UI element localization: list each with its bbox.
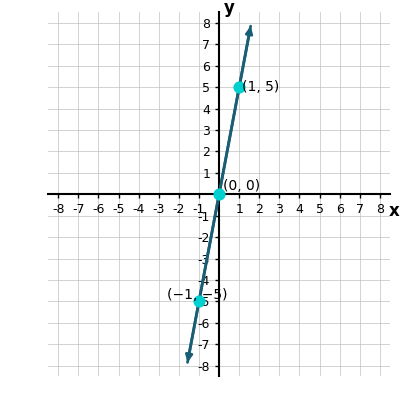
Point: [195, 298, 202, 305]
Text: y: y: [224, 0, 235, 17]
Text: (0, 0): (0, 0): [223, 179, 259, 193]
Text: (−1, −5): (−1, −5): [166, 288, 227, 302]
Text: x: x: [388, 202, 398, 220]
Text: (1, 5): (1, 5): [241, 80, 279, 94]
Point: [235, 84, 242, 90]
Point: [215, 191, 222, 198]
